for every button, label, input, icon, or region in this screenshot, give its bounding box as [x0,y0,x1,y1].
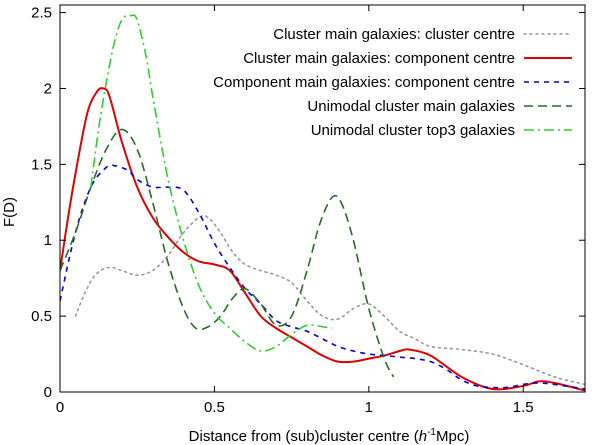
y-tick-label: 1.5 [31,156,52,173]
y-tick-label: 0.5 [31,308,52,325]
x-tick-label: 0 [56,399,64,416]
x-axis-label-suffix: Mpc) [436,428,469,445]
x-tick-label: 1.5 [513,399,534,416]
y-axis-label: F(D) [1,197,18,227]
x-axis-label-sup: -1 [427,427,436,438]
x-tick-label: 0.5 [204,399,225,416]
plot-frame [59,4,586,393]
legend: Cluster main galaxies: cluster centre Clu… [213,26,573,139]
legend-label-3: Component main galaxies: component centr… [213,74,515,91]
series-line-1 [74,214,585,386]
series-line-4 [60,128,395,378]
axis-ticks: 0 0.5 1 1.5 0 0.5 1 1.5 2 2.5 [31,5,585,416]
x-tick-label: 1 [365,399,373,416]
y-tick-label: 2 [44,80,52,97]
series-line-2 [60,87,585,392]
series-layer [60,14,585,392]
x-axis-label-prefix: Distance from (sub)cluster centre ( [189,428,419,445]
legend-label-4: Unimodal cluster main galaxies [307,98,515,115]
legend-label-2: Cluster main galaxies: component centre [243,50,515,67]
x-axis-label: Distance from (sub)cluster centre (h-1Mp… [189,427,470,445]
y-tick-label: 0 [44,384,52,401]
legend-label-5: Unimodal cluster top3 galaxies [311,122,515,139]
x-axis-label-italic: h [419,428,427,445]
series-line-5 [90,14,332,352]
y-tick-label: 1 [44,232,52,249]
y-tick-label: 2.5 [31,5,52,22]
legend-label-1: Cluster main galaxies: cluster centre [273,26,515,43]
series-line-3 [60,164,585,390]
